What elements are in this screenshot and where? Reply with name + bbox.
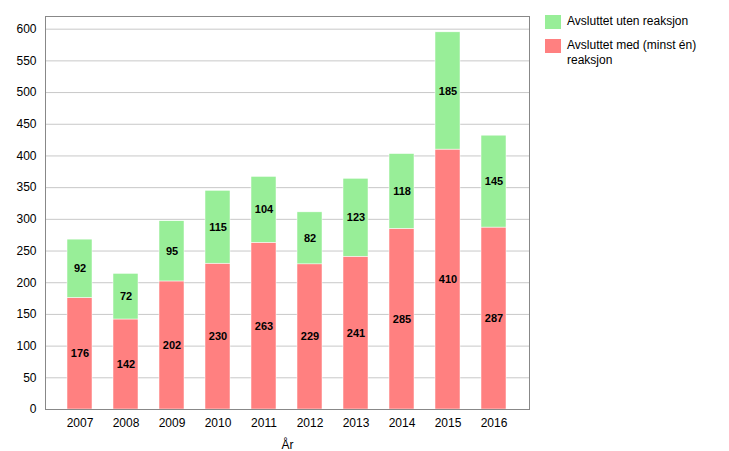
svg-text:2012: 2012 xyxy=(297,416,324,430)
svg-text:2007: 2007 xyxy=(67,416,94,430)
svg-text:123: 123 xyxy=(347,211,365,223)
svg-text:229: 229 xyxy=(301,330,319,342)
svg-text:2008: 2008 xyxy=(113,416,140,430)
svg-text:0: 0 xyxy=(30,402,37,416)
svg-text:263: 263 xyxy=(255,320,273,332)
svg-text:450: 450 xyxy=(16,117,36,131)
svg-text:300: 300 xyxy=(16,212,36,226)
svg-text:100: 100 xyxy=(16,339,36,353)
svg-text:82: 82 xyxy=(304,232,316,244)
svg-text:241: 241 xyxy=(347,327,365,339)
svg-text:104: 104 xyxy=(255,203,274,215)
svg-text:202: 202 xyxy=(163,339,181,351)
svg-text:600: 600 xyxy=(16,22,36,36)
svg-text:År: År xyxy=(282,437,294,451)
svg-text:115: 115 xyxy=(209,221,227,233)
svg-text:72: 72 xyxy=(120,290,132,302)
svg-text:2009: 2009 xyxy=(159,416,186,430)
svg-text:2014: 2014 xyxy=(389,416,416,430)
svg-text:350: 350 xyxy=(16,180,36,194)
svg-text:400: 400 xyxy=(16,149,36,163)
svg-text:285: 285 xyxy=(393,313,411,325)
svg-text:145: 145 xyxy=(485,175,503,187)
svg-text:500: 500 xyxy=(16,85,36,99)
svg-text:550: 550 xyxy=(16,54,36,68)
svg-text:150: 150 xyxy=(16,307,36,321)
svg-text:230: 230 xyxy=(209,330,227,342)
svg-text:176: 176 xyxy=(71,347,89,359)
svg-text:185: 185 xyxy=(439,84,457,96)
svg-text:2016: 2016 xyxy=(481,416,508,430)
svg-text:250: 250 xyxy=(16,244,36,258)
svg-text:200: 200 xyxy=(16,276,36,290)
svg-text:92: 92 xyxy=(74,262,86,274)
svg-text:287: 287 xyxy=(485,312,503,324)
svg-text:2010: 2010 xyxy=(205,416,232,430)
svg-text:142: 142 xyxy=(117,358,135,370)
svg-text:118: 118 xyxy=(393,185,411,197)
svg-text:50: 50 xyxy=(23,371,37,385)
html-text:Avsluttet med (minst én) reaks: Avsluttet med (minst én) reaksjon xyxy=(567,37,697,68)
svg-text:2011: 2011 xyxy=(251,416,277,430)
svg-text:2015: 2015 xyxy=(435,416,462,430)
svg-text:2013: 2013 xyxy=(343,416,370,430)
svg-text:95: 95 xyxy=(166,245,178,257)
html-text:Avsluttet uten reaksjon: Avsluttet uten reaksjon xyxy=(567,14,689,28)
svg-text:410: 410 xyxy=(439,273,457,285)
